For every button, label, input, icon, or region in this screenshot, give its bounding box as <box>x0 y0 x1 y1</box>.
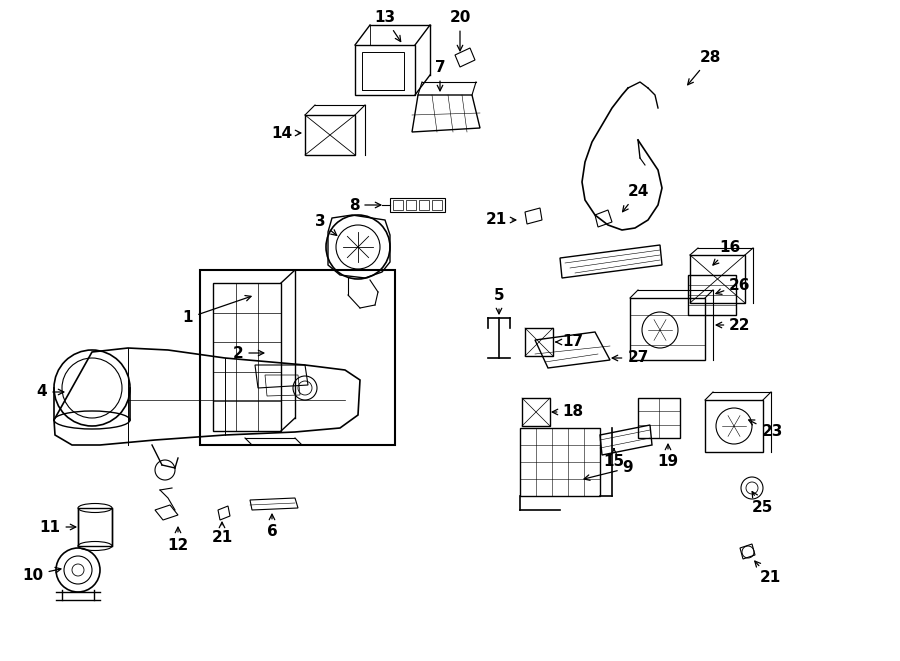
Text: 21: 21 <box>212 522 232 545</box>
Bar <box>638 398 680 438</box>
Text: 14: 14 <box>272 126 301 141</box>
Text: 6: 6 <box>266 514 277 539</box>
Bar <box>200 270 395 445</box>
Text: 21: 21 <box>755 561 780 586</box>
Text: 1: 1 <box>183 295 251 325</box>
Text: 13: 13 <box>374 11 400 42</box>
Text: 7: 7 <box>435 61 446 91</box>
Text: 9: 9 <box>584 461 634 481</box>
Bar <box>688 275 736 315</box>
Bar <box>432 200 442 210</box>
Bar <box>406 200 416 210</box>
Text: 16: 16 <box>713 241 741 265</box>
Bar <box>390 198 445 212</box>
Text: 10: 10 <box>22 567 61 582</box>
Text: 3: 3 <box>315 215 337 235</box>
Text: 25: 25 <box>752 492 773 516</box>
Bar <box>705 400 763 452</box>
Bar <box>520 428 600 496</box>
Bar <box>362 52 404 90</box>
Text: 24: 24 <box>623 184 649 212</box>
Text: 15: 15 <box>603 449 625 469</box>
Bar <box>419 200 429 210</box>
Text: 12: 12 <box>167 527 189 553</box>
Text: 8: 8 <box>348 198 381 212</box>
Bar <box>525 328 553 356</box>
Bar <box>522 398 550 426</box>
Text: 22: 22 <box>716 317 751 332</box>
Text: 27: 27 <box>612 350 649 366</box>
Bar <box>630 298 705 360</box>
Text: 2: 2 <box>232 346 264 360</box>
Bar <box>78 508 112 546</box>
Text: 4: 4 <box>37 385 64 399</box>
Text: 5: 5 <box>494 288 504 314</box>
Bar <box>213 283 281 431</box>
Text: 18: 18 <box>553 405 583 420</box>
Text: 21: 21 <box>485 212 516 227</box>
Text: 17: 17 <box>556 334 583 350</box>
Text: 23: 23 <box>749 420 783 440</box>
Text: 19: 19 <box>657 444 679 469</box>
Text: 28: 28 <box>688 50 721 85</box>
Bar <box>393 200 403 210</box>
Text: 26: 26 <box>716 278 751 294</box>
Text: 11: 11 <box>40 520 76 535</box>
Text: 20: 20 <box>449 11 471 51</box>
Bar <box>690 255 745 303</box>
